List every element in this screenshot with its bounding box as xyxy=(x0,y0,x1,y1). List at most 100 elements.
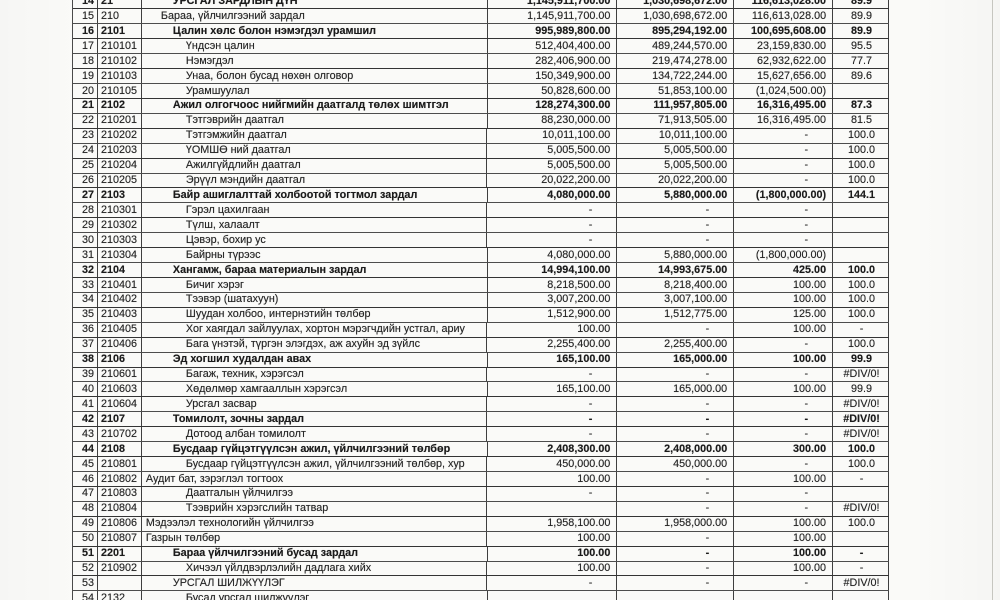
actual-amount-cell: 3,007,100.00 xyxy=(617,292,735,307)
description-cell: Байр ашиглалттай холбоотой тогтмол зарда… xyxy=(142,188,488,203)
table-row: 39 210601 Багаж, техник, хэрэгсэл - - - … xyxy=(73,367,889,383)
percent-cell: 77.7 xyxy=(833,54,889,69)
table-row: 15 210 Бараа, үйлчилгээний зардал 1,145,… xyxy=(73,9,890,25)
planned-amount-cell: 512,404,400.00 xyxy=(488,39,618,54)
actual-amount-cell: 10,011,100.00 xyxy=(617,128,735,143)
account-code-cell: 210301 xyxy=(98,203,142,218)
table-row: 21 2102 Ажил олгогчоос нийгмийн даатгалд… xyxy=(73,98,889,114)
table-row: 45 210801 Бусдаар гүйцэтгүүлсэн ажил, үй… xyxy=(73,457,889,472)
actual-amount-cell: 219,474,278.00 xyxy=(617,54,735,69)
description-cell: Даатгалын үйлчилгээ xyxy=(142,486,488,501)
row-number-cell: 51 xyxy=(73,546,98,561)
account-code-cell: 210603 xyxy=(98,382,142,397)
percent-cell: 100.0 xyxy=(833,278,889,292)
actual-amount-cell: 1,030,698,672.00 xyxy=(617,0,735,9)
description-cell: Бусдаар гүйцэтгүүлсэн ажил, үйлчилгээний… xyxy=(142,457,488,471)
difference-amount-cell: 100.00 xyxy=(734,352,834,367)
planned-amount-cell: 165,100.00 xyxy=(488,382,618,397)
account-code-cell: 21 xyxy=(98,0,142,9)
description-cell: Нэмэгдэл xyxy=(142,54,488,69)
row-number-cell: 29 xyxy=(73,218,98,233)
row-number-cell: 45 xyxy=(73,457,98,471)
actual-amount-cell: - xyxy=(617,472,735,486)
table-row: 50 210807 Газрын төлбөр 100.00 - 100.00 xyxy=(73,531,889,547)
actual-amount-cell: 895,294,192.00 xyxy=(617,24,735,39)
description-cell: Ажил олгогчоос нийгмийн даатгалд төлөх ш… xyxy=(142,98,488,113)
description-cell: Бусад урсгал шилжүүлэг xyxy=(142,591,488,600)
row-number-cell: 41 xyxy=(73,397,98,412)
actual-amount-cell: - xyxy=(617,412,735,427)
row-number-cell: 14 xyxy=(73,0,98,9)
account-code-cell: 210102 xyxy=(98,54,142,69)
difference-amount-cell: 100.00 xyxy=(734,546,834,561)
account-code-cell: 210702 xyxy=(98,427,142,442)
account-code-cell: 210902 xyxy=(98,561,142,576)
row-number-cell: 43 xyxy=(73,427,98,442)
table-row: 25 210204 Ажилгүйдлийн даатгал 5,005,500… xyxy=(73,158,889,174)
difference-amount-cell: 100.00 xyxy=(734,472,834,486)
account-code-cell: 210807 xyxy=(98,531,142,546)
difference-amount-cell: - xyxy=(734,501,834,516)
difference-amount-cell xyxy=(734,591,834,600)
planned-amount-cell: 100.00 xyxy=(487,322,618,337)
percent-cell xyxy=(833,248,889,263)
percent-cell: 100.0 xyxy=(833,143,889,158)
planned-amount-cell: 128,274,300.00 xyxy=(488,98,618,113)
row-number-cell: 27 xyxy=(73,188,98,203)
difference-amount-cell: 100.00 xyxy=(734,382,834,397)
account-code-cell: 210203 xyxy=(98,143,142,158)
row-number-cell: 50 xyxy=(73,531,98,546)
table-row: 36 210405 Хог хаягдал зайлуулах, хортон … xyxy=(73,322,889,338)
row-number-cell: 33 xyxy=(73,278,98,292)
percent-cell: 89.9 xyxy=(833,9,890,24)
account-code-cell: 2201 xyxy=(98,546,142,561)
difference-amount-cell: - xyxy=(734,576,834,591)
percent-cell xyxy=(833,233,889,248)
actual-amount-cell: 71,913,505.00 xyxy=(617,113,735,128)
row-number-cell: 37 xyxy=(73,337,98,352)
row-number-cell: 24 xyxy=(73,143,98,158)
difference-amount-cell: 100,695,608.00 xyxy=(734,24,834,39)
table-row: 16 2101 Цалин хөлс болон нэмэгдэл урамши… xyxy=(73,24,889,40)
percent-cell: - xyxy=(833,561,889,576)
percent-cell: 100.0 xyxy=(833,158,889,173)
row-number-cell: 16 xyxy=(73,24,98,39)
planned-amount-cell: 5,005,500.00 xyxy=(487,158,618,173)
difference-amount-cell: 425.00 xyxy=(734,263,834,278)
account-code-cell: 210304 xyxy=(98,248,142,263)
scanned-budget-table: 14 21 УРСГАЛ ЗАРДЛЫН ДҮН 1,145,911,700.0… xyxy=(72,0,890,600)
actual-amount-cell: - xyxy=(617,486,735,501)
planned-amount-cell: 4,080,000.00 xyxy=(488,248,618,263)
account-code-cell: 210801 xyxy=(98,457,142,471)
description-cell: Түлш, халаалт xyxy=(142,218,488,233)
table-row: 34 210402 Тээвэр (шатахуун) 3,007,200.00… xyxy=(73,292,889,308)
row-number-cell: 54 xyxy=(73,591,98,600)
percent-cell: - xyxy=(833,546,889,561)
account-code-cell: 210303 xyxy=(98,233,142,248)
actual-amount-cell: - xyxy=(617,322,735,337)
planned-amount-cell: 2,255,400.00 xyxy=(487,337,618,352)
row-number-cell: 28 xyxy=(73,203,98,218)
planned-amount-cell: 14,994,100.00 xyxy=(488,263,618,278)
difference-amount-cell: 125.00 xyxy=(734,307,834,322)
actual-amount-cell: - xyxy=(617,501,735,516)
actual-amount-cell: 111,957,805.00 xyxy=(617,98,735,113)
difference-amount-cell: - xyxy=(734,486,834,501)
row-number-cell: 35 xyxy=(73,307,98,322)
row-number-cell: 38 xyxy=(73,352,98,367)
description-cell: Мэдээлэл технологийн үйлчилгээ xyxy=(142,516,488,531)
description-cell: Тээврийн хэрэгслийн татвар xyxy=(142,501,488,516)
difference-amount-cell: 300.00 xyxy=(734,442,834,457)
planned-amount-cell: 1,145,911,700.00 xyxy=(488,9,618,24)
percent-cell: 144.1 xyxy=(833,188,889,203)
account-code-cell xyxy=(98,576,142,591)
account-code-cell: 210601 xyxy=(98,367,142,382)
table-row: 51 2201 Бараа үйлчилгээний бусад зардал … xyxy=(73,546,889,562)
percent-cell xyxy=(833,218,889,233)
actual-amount-cell: - xyxy=(617,218,735,233)
table-row: 26 210205 Эрүүл мэндийн даатгал 20,022,2… xyxy=(73,173,889,189)
percent-cell: 89.6 xyxy=(833,69,889,84)
actual-amount-cell: - xyxy=(617,367,735,382)
planned-amount-cell: 1,145,911,700.00 xyxy=(488,0,618,9)
description-cell: Аудит бат, зэрэглэл тогтоох xyxy=(142,472,488,486)
